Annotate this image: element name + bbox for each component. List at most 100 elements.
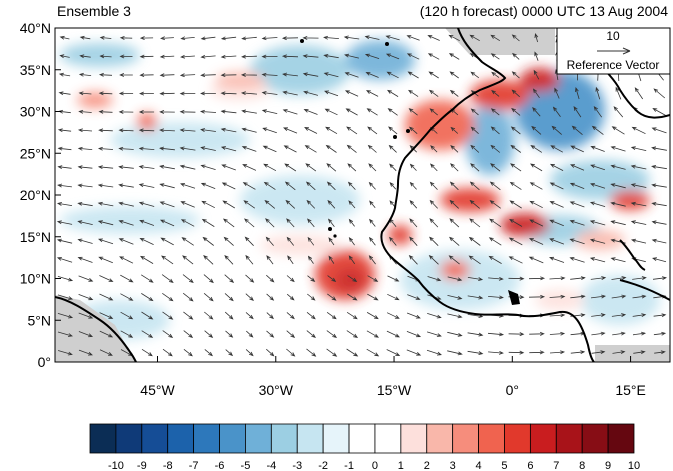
wind-vector (530, 145, 543, 153)
wind-vector (490, 144, 501, 153)
wind-vector (511, 71, 520, 79)
wind-vector (98, 128, 113, 133)
wind-vector (220, 146, 237, 152)
wind-vector (79, 54, 91, 59)
wind-vector (245, 274, 255, 283)
wind-vector (630, 164, 647, 170)
wind-vector (159, 183, 175, 189)
wind-vector (242, 182, 256, 190)
wind-vector (263, 181, 276, 190)
wind-vector (307, 275, 316, 282)
wind-vector (327, 293, 337, 301)
wind-vector (77, 202, 93, 207)
wind-vector (304, 127, 318, 134)
wind-vector (266, 293, 275, 301)
plot-title-left: Ensemble 3 (57, 3, 131, 19)
wind-vector (408, 254, 418, 265)
wind-vector (426, 331, 442, 337)
wind-vector (200, 73, 216, 78)
wind-vector (326, 181, 336, 191)
wind-vector (552, 106, 561, 117)
wind-vector (386, 312, 400, 319)
colorbar-swatch (270, 423, 298, 454)
wind-vector (99, 330, 114, 338)
lon-tick-label: 30°W (259, 382, 294, 398)
wind-vector (307, 218, 315, 228)
wind-vector (224, 254, 234, 265)
wind-vector (386, 349, 401, 356)
wind-vector (179, 146, 196, 151)
wind-vector (77, 220, 93, 225)
wind-vector (139, 219, 155, 226)
lat-tick-label: 0° (38, 354, 51, 370)
wind-vector (323, 54, 339, 59)
wind-vector (326, 348, 338, 357)
colorbar-label: 4 (476, 460, 482, 471)
colorbar-label: -8 (163, 460, 173, 471)
wind-vector (261, 109, 278, 114)
wind-vector (56, 220, 73, 225)
wind-vector (265, 218, 275, 228)
wind-vector (306, 348, 317, 357)
latitude-axis: 40°N 35°N 30°N 25°N 20°N 15°N 10°N 5°N 0° (20, 20, 61, 370)
wind-vector (569, 238, 585, 245)
wind-vector (141, 311, 154, 320)
wind-vector (182, 255, 194, 265)
wind-vector (179, 91, 196, 96)
wind-vector (591, 313, 606, 317)
wind-vector (159, 73, 175, 78)
wind-vector (589, 220, 606, 226)
wind-vector (344, 72, 359, 78)
wind-vector (283, 145, 297, 153)
wind-vector (220, 73, 237, 77)
wind-vector (429, 236, 439, 246)
wind-vector (651, 127, 667, 134)
wind-vector (470, 108, 479, 116)
wind-vector (139, 36, 154, 40)
wind-vector (326, 163, 337, 172)
wind-vector (261, 36, 278, 41)
wind-vector (180, 219, 195, 227)
wind-vector (284, 181, 296, 191)
wind-vector (615, 86, 622, 100)
lat-tick-label: 5°N (28, 312, 52, 328)
wind-vector (77, 146, 93, 151)
wind-vector (241, 109, 257, 114)
wind-vector (575, 87, 580, 100)
wind-vector (469, 34, 480, 42)
wind-vector (302, 54, 319, 59)
reference-vector-legend: 10 Reference Vector (556, 27, 671, 75)
wind-vector (56, 257, 73, 263)
wind-vector (98, 109, 113, 114)
colorbar-swatch (115, 423, 143, 454)
wind-vector (261, 91, 278, 95)
wind-vector (225, 330, 234, 338)
wind-vector (241, 54, 257, 59)
wind-vector (282, 72, 298, 77)
wind-vector (467, 350, 484, 355)
wind-vector (449, 71, 459, 79)
wind-vector (409, 181, 417, 190)
wind-vector (262, 127, 277, 134)
wind-vector (406, 35, 420, 41)
wind-vector (652, 108, 666, 116)
wind-vector (264, 199, 276, 209)
wind-vector (78, 349, 93, 356)
wind-vector (97, 201, 114, 207)
wind-vector (281, 36, 299, 41)
wind-vector (57, 331, 73, 337)
wind-vector (204, 311, 214, 320)
wind-vector (327, 199, 336, 209)
wind-vector (429, 218, 439, 228)
wind-vector (651, 146, 667, 151)
wind-vector (120, 293, 134, 301)
wind-vector (570, 350, 586, 355)
wind-vector (246, 330, 254, 338)
wind-vector (119, 73, 133, 77)
wind-vector (589, 257, 606, 263)
lat-tick-label: 30°N (20, 104, 51, 120)
lon-tick-label: 45°W (140, 382, 175, 398)
wind-vector (57, 276, 74, 282)
wind-vector (611, 276, 627, 280)
wind-vector (347, 163, 357, 172)
